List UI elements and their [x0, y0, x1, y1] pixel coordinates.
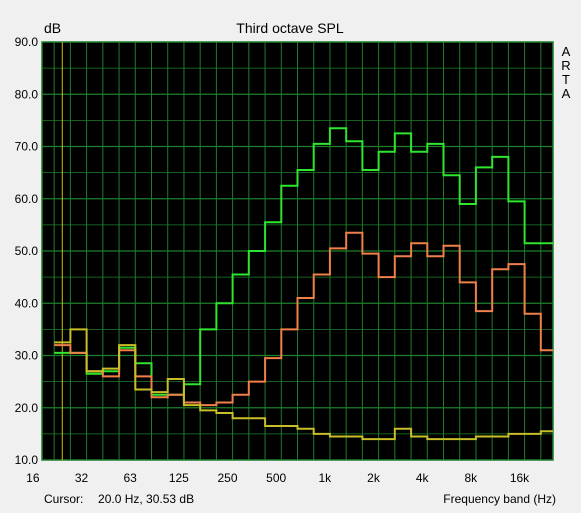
- x-tick-label: 8k: [464, 471, 478, 485]
- series-line-1: [54, 127, 553, 396]
- side-letter: R: [561, 58, 570, 73]
- y-tick-label: 70.0: [15, 140, 39, 154]
- y-tick-label: 20.0: [15, 401, 39, 415]
- series-line-3: [54, 328, 553, 441]
- x-tick-label: 63: [123, 471, 137, 485]
- cursor-value: 20.0 Hz, 30.53 dB: [98, 492, 195, 506]
- x-tick-label: 125: [169, 471, 189, 485]
- x-tick-label: 16: [26, 471, 40, 485]
- y-axis-label: dB: [44, 20, 61, 36]
- y-tick-label: 90.0: [15, 35, 39, 49]
- x-tick-label: 4k: [416, 471, 430, 485]
- y-tick-label: 50.0: [15, 244, 39, 258]
- x-tick-label: 32: [75, 471, 89, 485]
- side-letter: A: [562, 86, 571, 101]
- y-tick-label: 60.0: [15, 192, 39, 206]
- side-letter: T: [562, 72, 570, 87]
- series-layer: [54, 127, 553, 441]
- y-tick-labels: 90.0 80.0 70.0 60.0 50.0 40.0 30.0 20.0 10.0: [15, 35, 39, 467]
- y-tick-label: 30.0: [15, 349, 39, 363]
- y-tick-label: 10.0: [15, 453, 39, 467]
- plot-border: [41, 41, 554, 461]
- series-line-2: [54, 231, 553, 407]
- cursor-label: Cursor:: [44, 492, 84, 506]
- x-tick-label: 2k: [367, 471, 381, 485]
- chart-title: Third octave SPL: [236, 20, 344, 36]
- grid: [41, 41, 554, 461]
- x-tick-label: 250: [217, 471, 237, 485]
- x-tick-labels: 16 32 63 125 250 500 1k 2k 4k 8k 16k: [26, 471, 530, 485]
- cursor-readout: Cursor: 20.0 Hz, 30.53 dB: [44, 492, 194, 506]
- y-tick-label: 40.0: [15, 296, 39, 310]
- x-tick-label: 500: [266, 471, 286, 485]
- y-tick-label: 80.0: [15, 87, 39, 101]
- x-tick-label: 1k: [318, 471, 332, 485]
- side-letter: A: [562, 44, 571, 59]
- x-tick-label: 16k: [510, 471, 530, 485]
- x-axis-label: Frequency band (Hz): [443, 492, 556, 506]
